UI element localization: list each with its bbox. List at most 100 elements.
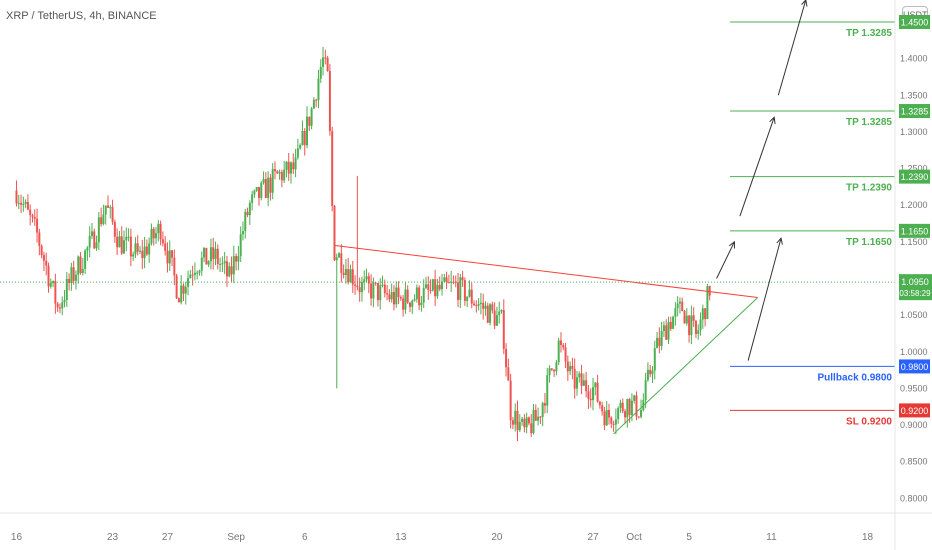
projection-arrow <box>716 242 735 279</box>
level-label: TP 1.1650 <box>846 237 892 248</box>
candle-body <box>116 236 119 248</box>
candle-body <box>612 423 615 425</box>
candle-body <box>367 276 370 284</box>
candle-body <box>235 256 238 262</box>
candle-body <box>237 256 240 262</box>
candle-body <box>104 205 107 215</box>
candle-body <box>267 177 270 198</box>
candle-body <box>662 325 665 332</box>
candle-body <box>29 209 32 216</box>
x-tick-label: 5 <box>686 532 692 543</box>
candle-body <box>269 177 272 193</box>
candle-body <box>310 108 313 126</box>
chart-title: XRP / TetherUS, 4h, BINANCE <box>6 10 157 22</box>
level-price-tag-text: 1.1650 <box>901 226 929 236</box>
candle-body <box>514 410 517 425</box>
candle-body <box>134 243 137 255</box>
projection-arrow <box>777 0 805 96</box>
candle-body <box>106 205 109 208</box>
candle-body <box>317 78 320 101</box>
candle-body <box>646 369 649 381</box>
candle-body <box>427 284 430 290</box>
candle-body <box>246 211 249 216</box>
candle-body <box>143 246 146 259</box>
candle-body <box>484 305 487 309</box>
x-tick-label: Sep <box>227 532 245 543</box>
candle-body <box>468 289 471 297</box>
candle-body <box>349 269 352 283</box>
trendline-resistance <box>334 245 758 299</box>
candle-body <box>221 263 224 265</box>
candle-body <box>598 401 601 406</box>
candle-body <box>530 423 533 434</box>
candle-body <box>338 253 341 258</box>
candle-body <box>65 278 68 300</box>
candle-body <box>47 265 50 287</box>
candle-body <box>86 247 89 251</box>
candle-body <box>424 284 427 288</box>
projection-arrow <box>747 238 781 361</box>
level-price-tag-text: 1.2390 <box>901 172 929 182</box>
candle-body <box>605 409 608 426</box>
candle-body <box>614 419 617 425</box>
x-tick-label: 20 <box>491 532 503 543</box>
candle-body <box>644 380 647 401</box>
candle-body <box>592 387 595 401</box>
candle-body <box>397 287 400 298</box>
candle-body <box>502 310 505 349</box>
candle-body <box>564 347 567 362</box>
candle-body <box>482 302 485 309</box>
level-price-tag <box>899 403 930 418</box>
candle-body <box>658 337 661 347</box>
x-tick-label: 23 <box>107 532 119 543</box>
candle-body <box>473 303 476 306</box>
candle-body <box>209 247 212 262</box>
candle-body <box>292 162 295 170</box>
candle-body <box>88 236 91 248</box>
candle-body <box>500 310 503 312</box>
candle-body <box>603 411 606 426</box>
candle-body <box>262 179 265 183</box>
candle-body <box>52 281 55 284</box>
candle-body <box>203 247 206 258</box>
candle-body <box>271 169 274 193</box>
candle-body <box>523 418 526 428</box>
candle-body <box>45 260 48 266</box>
candle-body <box>640 410 643 417</box>
candle-body <box>207 261 210 265</box>
candle-body <box>532 409 535 434</box>
y-tick-label: 1.3500 <box>900 90 928 100</box>
candle-body <box>557 340 560 363</box>
y-tick-label: 1.2500 <box>900 164 928 174</box>
candle-body <box>363 279 366 283</box>
candle-body <box>184 286 187 294</box>
candle-body <box>589 398 592 401</box>
x-tick-label: 6 <box>302 532 308 543</box>
candle-body <box>294 157 297 170</box>
candle-body <box>404 289 407 310</box>
candle-body <box>38 232 41 246</box>
level-label: TP 1.3285 <box>846 28 892 39</box>
candle-body <box>521 418 524 423</box>
candle-body <box>264 179 267 198</box>
candle-body <box>447 282 450 284</box>
candle-body <box>548 368 551 376</box>
candle-body <box>617 408 620 420</box>
candle-body <box>102 214 105 225</box>
candle-body <box>189 274 192 279</box>
candle-body <box>450 281 453 283</box>
level-price-tag-text: 0.9200 <box>901 406 929 416</box>
candle-body <box>139 250 142 252</box>
y-tick-label: 0.9500 <box>900 383 928 393</box>
candle-body <box>354 284 357 286</box>
candle-body <box>15 190 18 204</box>
candle-body <box>290 162 293 174</box>
candle-body <box>223 261 226 264</box>
candle-body <box>326 57 329 72</box>
candle-body <box>280 172 283 181</box>
candle-body <box>381 284 384 286</box>
x-tick-label: 27 <box>162 532 174 543</box>
candle-body <box>608 409 611 418</box>
candle-body <box>669 322 672 329</box>
